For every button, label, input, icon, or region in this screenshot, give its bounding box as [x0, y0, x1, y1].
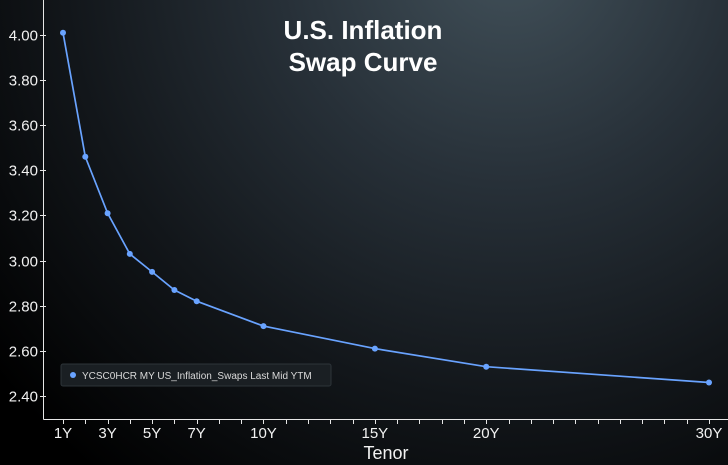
x-axis-title: Tenor — [363, 443, 408, 463]
data-point — [371, 345, 378, 352]
x-tick-label: 20Y — [473, 425, 500, 442]
y-tick-label: 3.60 — [9, 118, 38, 135]
legend-marker — [70, 372, 76, 378]
x-tick-label: 1Y — [54, 425, 72, 442]
data-point — [260, 323, 267, 330]
y-tick-label: 3.80 — [9, 73, 38, 90]
y-tick-label: 3.00 — [9, 254, 38, 271]
data-point — [149, 268, 156, 275]
data-point — [60, 29, 66, 36]
x-tick-label: 15Y — [362, 425, 389, 442]
x-tick-label: 3Y — [98, 425, 116, 442]
legend-series-label: YCSC0HCR MY US_Inflation_Swaps Last Mid … — [82, 371, 312, 382]
y-tick-label: 2.60 — [9, 344, 38, 361]
series-line — [62, 32, 710, 384]
data-point — [193, 298, 200, 305]
series-group — [60, 29, 712, 386]
y-tick-label: 3.40 — [9, 163, 38, 180]
y-tick-label: 2.80 — [9, 299, 38, 316]
x-axis: 1Y 3Y 5Y 7Y 10Y 15Y 20Y 30Y — [54, 419, 723, 442]
data-point — [706, 379, 712, 386]
chart-title-line-1: U.S. Inflation — [284, 15, 443, 45]
data-point — [171, 287, 178, 293]
chart-title-line-2: Swap Curve — [289, 47, 438, 77]
y-axis: 2.40 2.60 2.80 3.00 3.20 3.40 3.60 3.80 4.00 — [9, 28, 46, 406]
legend: YCSC0HCR MY US_Inflation_Swaps Last Mid … — [60, 363, 332, 387]
x-tick-label: 30Y — [696, 425, 723, 442]
x-tick-label: 5Y — [143, 425, 161, 442]
x-tick-label: 7Y — [187, 425, 205, 442]
data-point — [126, 250, 133, 257]
title-group: U.S. Inflation Swap Curve — [284, 15, 443, 77]
x-tick-label: 10Y — [250, 425, 277, 442]
data-point — [483, 363, 490, 370]
legend-box — [60, 363, 332, 387]
data-point — [104, 210, 111, 217]
y-tick-label: 2.40 — [9, 389, 38, 406]
y-tick-label: 3.20 — [9, 208, 38, 225]
data-point — [82, 153, 89, 160]
y-tick-label: 4.00 — [9, 28, 38, 45]
